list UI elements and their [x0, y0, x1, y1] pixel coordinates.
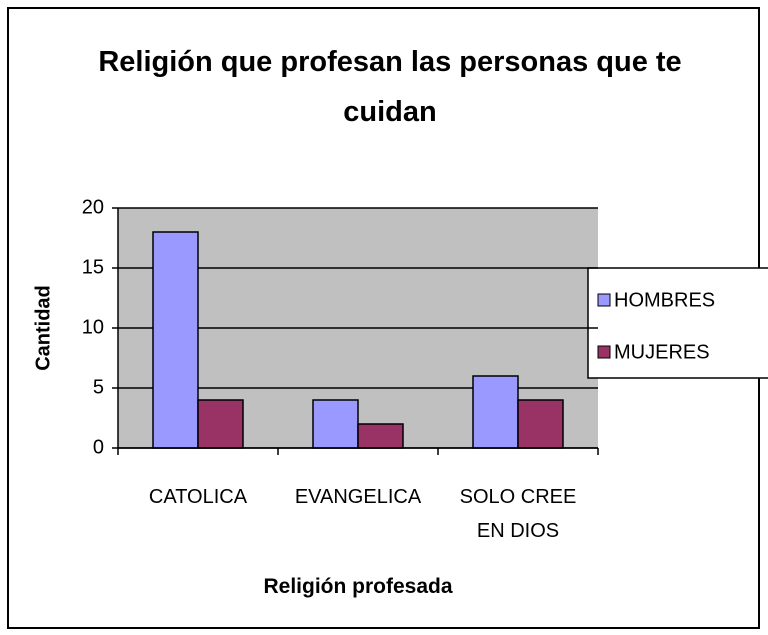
legend: [587, 267, 768, 379]
x-axis-label: Religión profesada: [263, 575, 453, 598]
legend-label: MUJERES: [614, 341, 710, 363]
y-axis-label: Cantidad: [32, 285, 54, 371]
legend-swatch: [597, 293, 611, 307]
bar: [472, 375, 519, 449]
x-tick-label: SOLO CREE EN DIOS: [459, 486, 577, 542]
y-tick-label: 20: [82, 196, 104, 218]
legend-label: HOMBRES: [614, 289, 715, 311]
legend-swatch: [597, 345, 611, 359]
x-tick-label: EVANGELICA: [294, 486, 422, 508]
chart-title: Religión que profesan las personas que t…: [98, 46, 682, 128]
y-tick-label: 5: [93, 376, 104, 398]
bar: [517, 399, 564, 449]
x-tick-label: CATOLICA: [148, 486, 248, 508]
y-tick-label: 15: [82, 256, 104, 278]
bar: [197, 399, 244, 449]
bar: [312, 399, 359, 449]
y-tick-label: 0: [93, 436, 104, 458]
y-tick-label: 10: [82, 316, 104, 338]
bar: [357, 423, 404, 449]
bar: [152, 231, 199, 449]
